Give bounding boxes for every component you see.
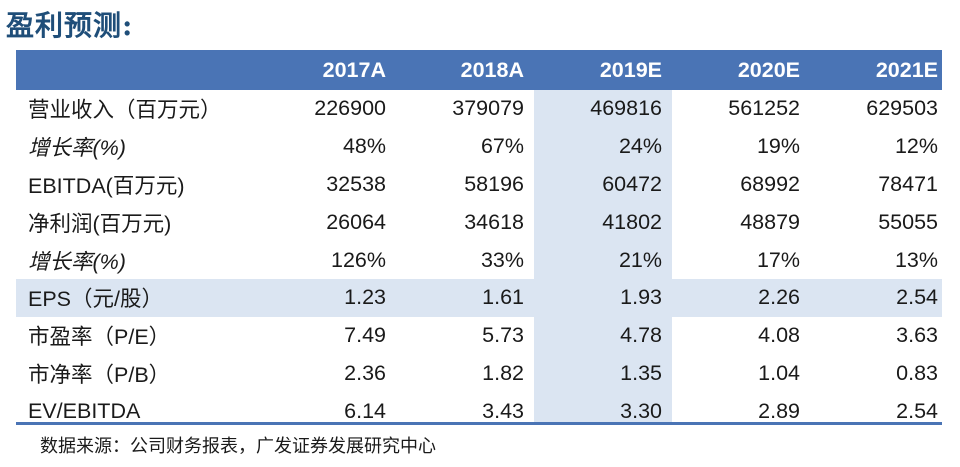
header-year-2017a: 2017A [322, 57, 386, 82]
row-value-cell: 55055 [878, 209, 938, 234]
row-value-cell: 126% [331, 247, 386, 272]
row-value-cell: 1.82 [482, 360, 524, 385]
row-value-cell: 48879 [740, 209, 800, 234]
row-value-cell: 26064 [326, 209, 386, 234]
source-note: 数据来源：公司财务报表，广发证券发展研究中心 [40, 436, 436, 457]
row-value-cell: 19% [756, 134, 800, 159]
row-label: 营业收入（百万元） [28, 98, 222, 123]
row-value-cell: 1.61 [482, 285, 524, 310]
forecast-table: 2017A 2018A 2019E 2020E 2021E 营业收入（百万元） 2… [16, 50, 942, 430]
row-value-cell: 17% [756, 247, 800, 272]
header-year-2018a: 2018A [460, 57, 524, 82]
row-value-cell: 3.30 [620, 398, 662, 423]
row-value-cell: 3.43 [482, 398, 524, 423]
row-value-cell: 2.54 [896, 285, 938, 310]
table-row: 增长率(%) 48% 67% 24% 19% 12% [16, 128, 942, 166]
row-value-cell: 58196 [464, 171, 524, 196]
row-value-cell: 32538 [326, 171, 386, 196]
row-value-cell: 13% [894, 247, 938, 272]
row-value-cell: 2.54 [896, 398, 938, 423]
row-value-cell: 41802 [602, 209, 662, 234]
row-value-cell: 4.78 [620, 323, 662, 348]
row-value-cell: 1.04 [758, 360, 800, 385]
header-year-2019e: 2019E [599, 57, 662, 82]
row-value-cell: 21% [618, 247, 662, 272]
row-value-cell: 0.83 [896, 360, 938, 385]
row-value-cell: 7.49 [344, 323, 386, 348]
row-value-cell: 561252 [728, 96, 800, 121]
row-value-cell: 2.26 [758, 285, 800, 310]
row-label: EPS（元/股） [28, 287, 163, 312]
row-value-cell: 379079 [452, 96, 524, 121]
table-row: 增长率(%) 126% 33% 21% 17% 13% [16, 241, 942, 279]
row-label: 市盈率（P/E） [28, 325, 171, 350]
row-label: EV/EBITDA [28, 398, 141, 423]
forecast-column-highlight [534, 90, 672, 422]
row-value-cell: 34618 [464, 209, 524, 234]
table-header-row: 2017A 2018A 2019E 2020E 2021E [16, 50, 942, 90]
row-label: EBITDA(百万元) [28, 173, 185, 198]
table-row: 营业收入（百万元） 226900 379079 469816 561252 629503 [16, 90, 942, 128]
row-value-cell: 226900 [314, 96, 386, 121]
row-value-cell: 48% [342, 134, 386, 159]
row-value-cell: 60472 [602, 171, 662, 196]
row-value-cell: 78471 [878, 171, 938, 196]
table-row: 市净率（P/B） 2.36 1.82 1.35 1.04 0.83 [16, 355, 942, 393]
page-title: 盈利预测: [6, 9, 134, 42]
header-label-cell [16, 50, 296, 90]
row-value-cell: 629503 [866, 96, 938, 121]
header-year-2020e: 2020E [737, 57, 800, 82]
table-row: EBITDA(百万元) 32538 58196 60472 68992 78471 [16, 166, 942, 204]
row-label: 增长率(%) [28, 249, 126, 274]
table-row: 净利润(百万元) 26064 34618 41802 48879 55055 [16, 203, 942, 241]
row-value-cell: 469816 [590, 96, 662, 121]
row-value-cell: 68992 [740, 171, 800, 196]
row-value-cell: 5.73 [482, 323, 524, 348]
row-value-cell: 12% [894, 134, 938, 159]
row-value-cell: 2.36 [344, 360, 386, 385]
header-year-2021e: 2021E [875, 57, 938, 82]
row-label: 市净率（P/B） [28, 362, 171, 387]
table-row: EPS（元/股） 1.23 1.61 1.93 2.26 2.54 [16, 278, 942, 317]
row-value-cell: 6.14 [344, 398, 386, 423]
row-value-cell: 1.35 [620, 360, 662, 385]
row-value-cell: 2.89 [758, 398, 800, 423]
row-value-cell: 1.93 [620, 285, 662, 310]
row-value-cell: 24% [618, 134, 662, 159]
row-value-cell: 3.63 [896, 323, 938, 348]
row-value-cell: 33% [480, 247, 524, 272]
table-row: EV/EBITDA 6.14 3.43 3.30 2.89 2.54 [16, 392, 942, 430]
row-value-cell: 4.08 [758, 323, 800, 348]
table-row: 市盈率（P/E） 7.49 5.73 4.78 4.08 3.63 [16, 317, 942, 355]
table-bottom-rule [16, 422, 942, 425]
row-value-cell: 1.23 [344, 285, 386, 310]
row-value-cell: 67% [480, 134, 524, 159]
row-label: 净利润(百万元) [28, 211, 172, 236]
row-label: 增长率(%) [28, 136, 126, 161]
